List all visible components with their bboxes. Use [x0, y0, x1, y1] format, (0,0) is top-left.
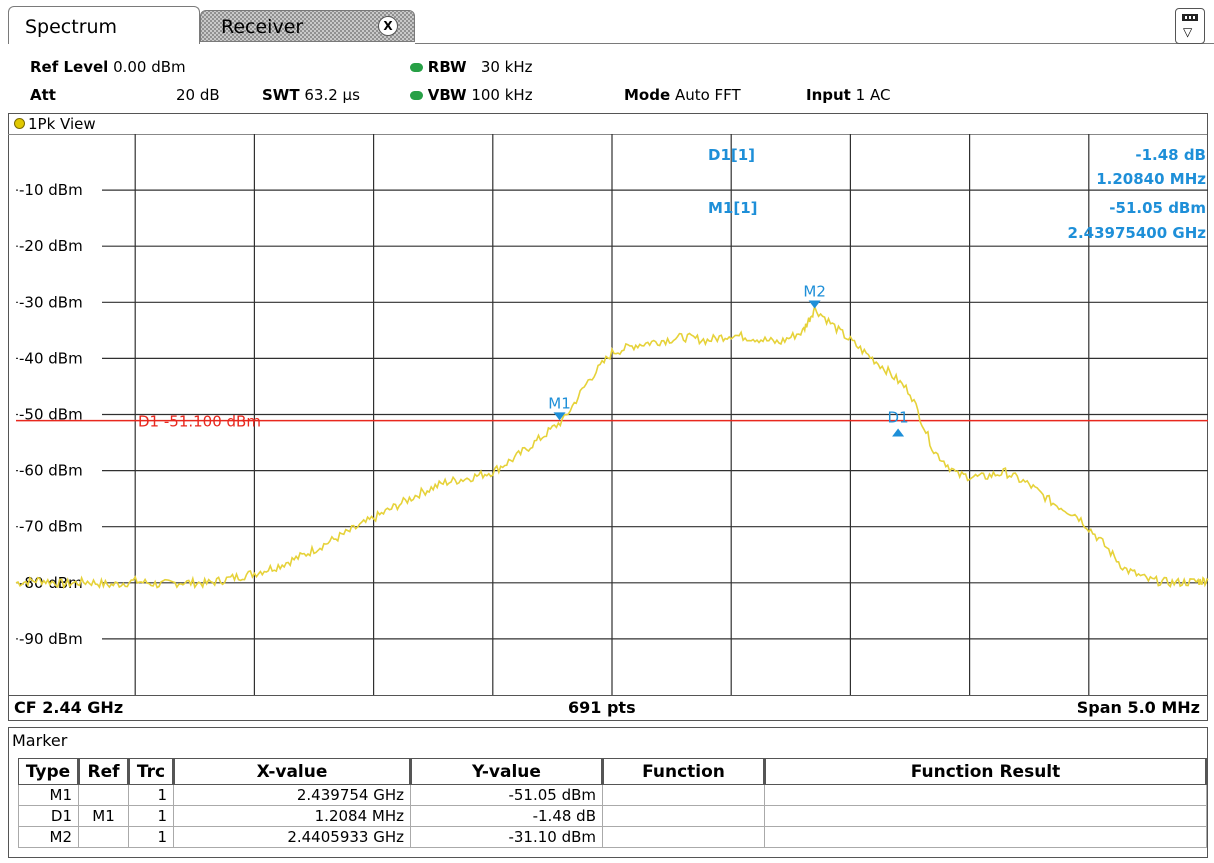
m1-readout-label: M1[1] [708, 199, 758, 217]
plot-footer: CF 2.44 GHz 691 pts Span 5.0 MHz [8, 695, 1208, 721]
marker-m2-triangle [808, 300, 821, 309]
tab-spectrum[interactable]: Spectrum [8, 6, 200, 44]
marker-d1-triangle [892, 428, 905, 437]
close-icon[interactable]: X [378, 16, 398, 36]
y-tick-label-bg [18, 629, 102, 647]
view-bar: 1Pk View [8, 113, 1207, 135]
table-cell [764, 784, 1207, 806]
input: Input 1 AC [806, 86, 891, 104]
y-tick-label-bg [18, 237, 102, 255]
column-header[interactable]: Y-value [410, 758, 604, 785]
y-tick-label: -50 dBm [19, 406, 83, 424]
table-cell: M1 [18, 784, 79, 806]
column-header[interactable]: X-value [173, 758, 412, 785]
table-cell: M2 [18, 826, 79, 848]
table-cell: M1 [78, 805, 129, 827]
table-cell: 1.2084 MHz [173, 805, 411, 827]
column-header[interactable]: Function [602, 758, 766, 785]
table-cell: 2.4405933 GHz [173, 826, 411, 848]
m1-readout-freq: 2.43975400 GHz [1067, 224, 1206, 242]
marker-panel: Marker [8, 727, 1208, 858]
span: Span 5.0 MHz [1076, 698, 1200, 717]
marker-panel-title: Marker [12, 731, 68, 750]
table-row[interactable]: M2 1 2.4405933 GHz -31.10 dBm [18, 826, 1207, 848]
d1-readout-value: -1.48 dB [1135, 146, 1206, 164]
y-tick-label-bg [18, 461, 102, 479]
marker-m1-triangle [553, 412, 566, 421]
table-cell [78, 784, 129, 806]
y-tick-label: -90 dBm [19, 630, 83, 648]
threshold-label: D1 -51.100 dBm [138, 413, 261, 431]
vbw: VBW 100 kHz [410, 86, 533, 104]
spectrum-trace [15, 303, 1209, 590]
table-cell: 1 [128, 805, 174, 827]
d1-readout-freq: 1.20840 MHz [1096, 170, 1206, 188]
marker-m2-label: M2 [803, 282, 826, 300]
y-tick-label-bg [18, 405, 102, 423]
table-cell: D1 [18, 805, 79, 827]
y-tick-label-bg [18, 349, 102, 367]
att: Att [30, 86, 56, 104]
y-tick-label: -60 dBm [19, 462, 83, 480]
y-tick-label-bg [18, 181, 102, 199]
center-frequency: CF 2.44 GHz [14, 698, 124, 717]
menu-icon[interactable]: ▽ [1175, 8, 1205, 44]
tab-divider [415, 43, 1214, 44]
column-header[interactable]: Trc [128, 758, 175, 785]
tab-receiver-label: Receiver [221, 16, 304, 38]
table-cell [78, 826, 129, 848]
y-tick-label-bg [18, 517, 102, 535]
marker-table: Type Ref Trc X-value Y-value Function Function… [18, 758, 1208, 848]
column-header[interactable]: Type [18, 758, 80, 785]
m1-readout-value: -51.05 dBm [1109, 199, 1206, 217]
table-row[interactable]: M1 1 2.439754 GHz -51.05 dBm [18, 784, 1207, 806]
table-cell [764, 805, 1207, 827]
table-cell: 1 [128, 826, 174, 848]
table-cell [602, 784, 765, 806]
column-header[interactable]: Ref [78, 758, 130, 785]
plot-frame [8, 113, 1208, 721]
d1-readout-label: D1[1] [708, 146, 756, 164]
view-label: 1Pk View [28, 115, 96, 133]
table-cell: -31.10 dBm [410, 826, 603, 848]
y-tick-label: -40 dBm [19, 349, 83, 367]
y-tick-label: -10 dBm [19, 181, 83, 199]
tab-receiver[interactable]: Receiver X [200, 10, 415, 42]
sweep-points: 691 pts [568, 698, 636, 717]
marker-m1-label: M1 [548, 394, 571, 412]
table-cell: 2.439754 GHz [173, 784, 411, 806]
trace-indicator-icon [14, 118, 25, 129]
column-header[interactable]: Function Result [764, 758, 1208, 785]
y-tick-label-bg [18, 293, 102, 311]
table-cell: -1.48 dB [410, 805, 603, 827]
table-row[interactable]: D1 M1 1 1.2084 MHz -1.48 dB [18, 805, 1207, 827]
rbw-status-icon [410, 63, 423, 72]
rbw: RBW 30 kHz [410, 58, 533, 76]
tab-spectrum-label: Spectrum [25, 16, 118, 38]
y-tick-label: -70 dBm [19, 518, 83, 536]
swt: SWT 63.2 µs [262, 86, 360, 104]
att-value: 20 dB [176, 86, 220, 104]
y-tick-label: -30 dBm [19, 293, 83, 311]
ref-level: Ref Level 0.00 dBm [30, 58, 186, 76]
table-cell [602, 805, 765, 827]
marker-d1-label: D1 [888, 409, 909, 427]
mode: Mode Auto FFT [624, 86, 741, 104]
vbw-status-icon [410, 91, 423, 100]
table-cell [764, 826, 1207, 848]
y-tick-label: -20 dBm [19, 237, 83, 255]
table-cell: 1 [128, 784, 174, 806]
table-cell [602, 826, 765, 848]
table-cell: -51.05 dBm [410, 784, 603, 806]
